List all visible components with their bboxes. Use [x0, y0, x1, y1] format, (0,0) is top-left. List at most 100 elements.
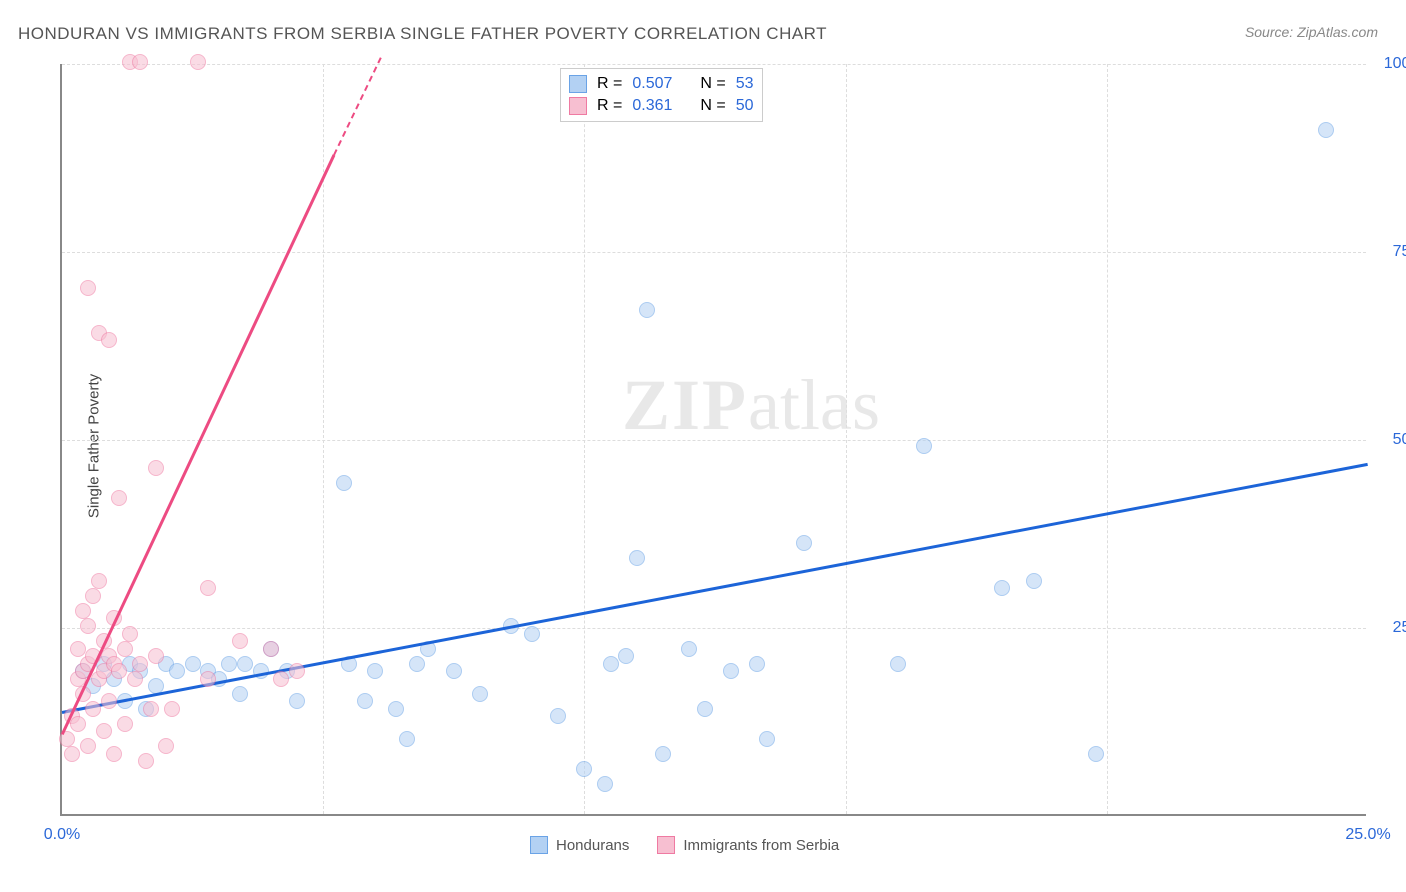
data-point: [158, 738, 174, 754]
legend-item-hondurans: Hondurans: [530, 836, 629, 854]
data-point: [138, 753, 154, 769]
data-point: [273, 671, 289, 687]
watermark: ZIPatlas: [622, 364, 880, 447]
gridline-vertical: [1107, 64, 1108, 814]
gridline-horizontal: [62, 252, 1366, 253]
data-point: [289, 693, 305, 709]
data-point: [111, 490, 127, 506]
data-point: [697, 701, 713, 717]
data-point: [75, 603, 91, 619]
data-point: [1088, 746, 1104, 762]
data-point: [111, 663, 127, 679]
swatch-blue: [530, 836, 548, 854]
data-point: [759, 731, 775, 747]
chart-title: HONDURAN VS IMMIGRANTS FROM SERBIA SINGL…: [18, 24, 827, 44]
trend-line: [62, 463, 1369, 714]
trend-line-dashed: [333, 57, 382, 156]
data-point: [122, 626, 138, 642]
watermark-zip: ZIP: [622, 365, 748, 445]
data-point: [70, 641, 86, 657]
data-point: [132, 656, 148, 672]
data-point: [101, 332, 117, 348]
data-point: [143, 701, 159, 717]
data-point: [127, 671, 143, 687]
legend-label-hondurans: Hondurans: [556, 837, 629, 854]
data-point: [1318, 122, 1334, 138]
legend-label-serbia: Immigrants from Serbia: [683, 837, 839, 854]
data-point: [723, 663, 739, 679]
data-point: [85, 588, 101, 604]
plot-area: ZIPatlas 25.0%50.0%75.0%100.0%0.0%25.0%: [60, 64, 1366, 816]
data-point: [200, 580, 216, 596]
legend-stats-row: R = 0.361 N = 50: [569, 95, 754, 117]
source-prefix: Source:: [1245, 24, 1297, 40]
data-point: [91, 573, 107, 589]
legend-stats-row: R = 0.507 N = 53: [569, 73, 754, 95]
data-point: [200, 671, 216, 687]
data-point: [681, 641, 697, 657]
y-tick-label: 75.0%: [1393, 243, 1406, 261]
data-point: [85, 701, 101, 717]
data-point: [263, 641, 279, 657]
bottom-legend: Hondurans Immigrants from Serbia: [530, 836, 839, 854]
data-point: [289, 663, 305, 679]
data-point: [639, 302, 655, 318]
data-point: [629, 550, 645, 566]
data-point: [472, 686, 488, 702]
data-point: [446, 663, 462, 679]
data-point: [916, 438, 932, 454]
x-tick-label: 0.0%: [44, 826, 80, 844]
data-point: [132, 54, 148, 70]
swatch-blue: [569, 75, 587, 93]
watermark-rest: atlas: [748, 365, 880, 445]
legend-item-serbia: Immigrants from Serbia: [657, 836, 839, 854]
data-point: [106, 746, 122, 762]
data-point: [603, 656, 619, 672]
data-point: [164, 701, 180, 717]
data-point: [994, 580, 1010, 596]
x-tick-label: 25.0%: [1345, 826, 1390, 844]
n-label: N =: [700, 97, 725, 115]
data-point: [96, 723, 112, 739]
data-point: [409, 656, 425, 672]
y-tick-label: 25.0%: [1393, 619, 1406, 637]
data-point: [749, 656, 765, 672]
data-point: [1026, 573, 1042, 589]
data-point: [190, 54, 206, 70]
data-point: [550, 708, 566, 724]
swatch-pink: [569, 97, 587, 115]
data-point: [796, 535, 812, 551]
data-point: [232, 686, 248, 702]
data-point: [655, 746, 671, 762]
data-point: [80, 618, 96, 634]
data-point: [169, 663, 185, 679]
data-point: [148, 460, 164, 476]
n-value-blue: 53: [736, 75, 754, 93]
data-point: [237, 656, 253, 672]
r-value-pink: 0.361: [632, 97, 672, 115]
data-point: [597, 776, 613, 792]
data-point: [232, 633, 248, 649]
data-point: [524, 626, 540, 642]
legend-stats-box: R = 0.507 N = 53 R = 0.361 N = 50: [560, 68, 763, 122]
r-label: R =: [597, 75, 622, 93]
gridline-vertical: [846, 64, 847, 814]
gridline-horizontal: [62, 628, 1366, 629]
data-point: [185, 656, 201, 672]
data-point: [388, 701, 404, 717]
n-value-pink: 50: [736, 97, 754, 115]
data-point: [117, 716, 133, 732]
r-label: R =: [597, 97, 622, 115]
swatch-pink: [657, 836, 675, 854]
gridline-horizontal: [62, 64, 1366, 65]
y-tick-label: 100.0%: [1384, 55, 1406, 73]
source-name: ZipAtlas.com: [1297, 24, 1378, 40]
source-attribution: Source: ZipAtlas.com: [1245, 24, 1378, 40]
data-point: [80, 738, 96, 754]
data-point: [367, 663, 383, 679]
data-point: [148, 648, 164, 664]
data-point: [80, 280, 96, 296]
data-point: [618, 648, 634, 664]
data-point: [64, 746, 80, 762]
data-point: [101, 693, 117, 709]
